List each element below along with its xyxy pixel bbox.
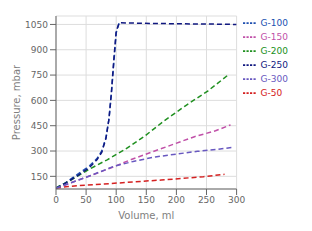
svg-text:600: 600 [31,96,48,106]
svg-text:1050: 1050 [25,20,48,30]
html-text:G-200: G-200 [260,45,288,56]
html-text:G-300: G-300 [260,73,288,84]
svg-text:300: 300 [31,146,48,156]
svg-text:300: 300 [228,195,245,205]
svg-text:150: 150 [31,172,48,182]
html-text:G-50: G-50 [260,87,283,98]
svg-text:250: 250 [198,195,215,205]
svg-text:100: 100 [108,195,125,205]
svg-text:200: 200 [168,195,185,205]
html-text:G-100: G-100 [260,17,288,28]
svg-text:0: 0 [53,195,59,205]
svg-text:150: 150 [138,195,155,205]
svg-text:Volume, ml: Volume, ml [118,210,174,221]
svg-text:450: 450 [31,121,48,131]
svg-text:750: 750 [31,70,48,80]
svg-text:900: 900 [31,45,48,55]
svg-text:50: 50 [80,195,92,205]
html-text:G-250: G-250 [260,59,288,70]
svg-text:Pressure, mbar: Pressure, mbar [11,64,22,140]
html-text:G-150: G-150 [260,31,288,42]
